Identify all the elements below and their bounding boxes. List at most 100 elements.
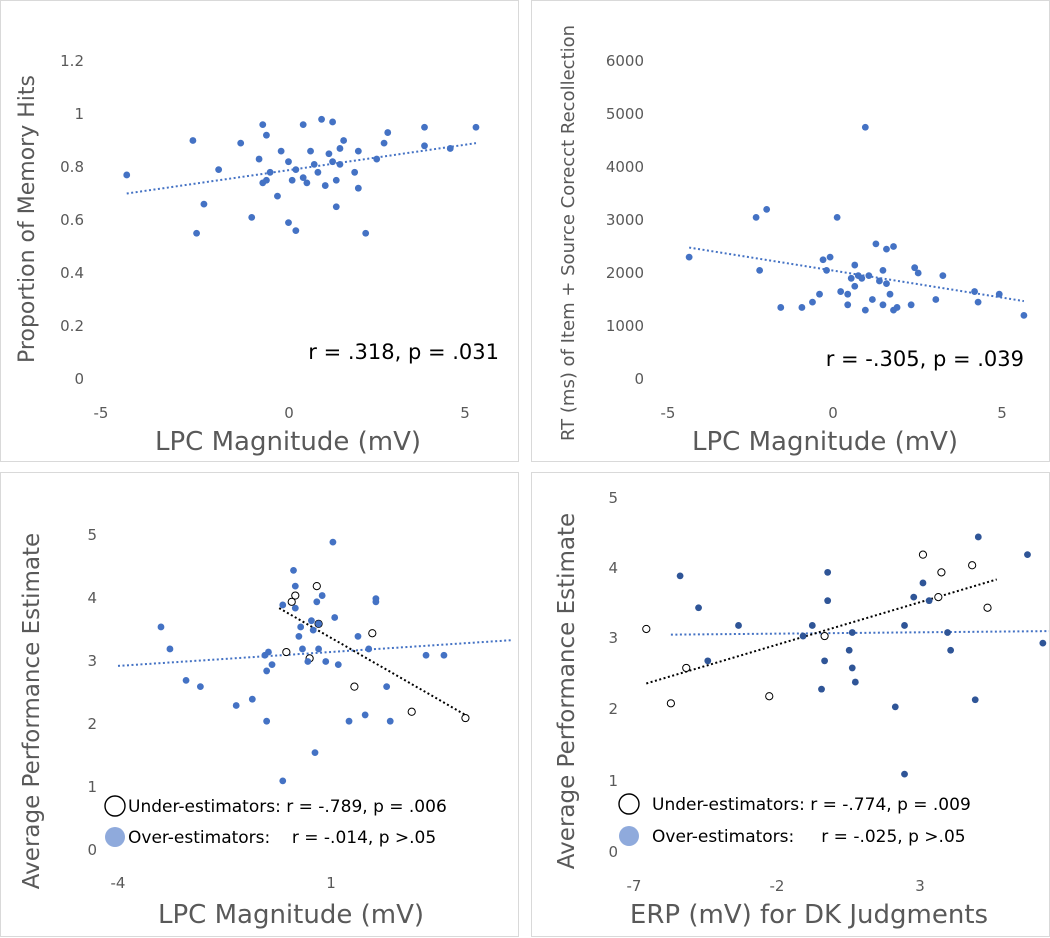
y-tick: 6000: [606, 52, 644, 70]
data-point-over-estimator: [386, 717, 394, 725]
data-point: [851, 282, 859, 290]
data-point-over-estimator: [329, 538, 337, 546]
data-point-under-estimator: [642, 624, 651, 634]
data-point: [421, 123, 428, 131]
y-tick: 4: [87, 589, 97, 607]
x-axis-label: LPC Magnitude (mV): [158, 900, 424, 930]
data-point: [914, 269, 922, 277]
data-point: [833, 213, 841, 221]
chart-panel-rt: 0 1000 2000 3000 4000 5000 6000 -5 0 5 L…: [531, 0, 1050, 462]
y-tick: 0: [87, 841, 97, 859]
data-point: [123, 171, 131, 179]
data-point-over-estimator: [166, 645, 174, 653]
chart-performance-erp: 0 1 2 3 4 5 -7 -2 3 ERP (mV) for DK Judg…: [554, 489, 1050, 930]
data-point: [237, 139, 245, 147]
data-point-over-estimator: [315, 620, 322, 628]
data-point-under-estimator: [918, 550, 928, 559]
y-tick: 0: [634, 370, 644, 388]
data-point-over-estimator: [309, 626, 317, 634]
data-point-under-estimator: [968, 561, 977, 570]
data-point-over-estimator: [313, 598, 321, 606]
legend-under-estimators: Under-estimators: r = -.774, p = .009: [652, 795, 971, 815]
data-point: [189, 137, 197, 144]
data-point: [373, 155, 381, 163]
data-point: [777, 304, 785, 311]
x-tick: -7: [627, 877, 642, 895]
data-point: [255, 155, 263, 163]
data-point: [303, 179, 311, 187]
data-point: [1020, 312, 1028, 319]
y-tick: 4000: [606, 158, 644, 176]
data-point: [837, 288, 845, 295]
y-tick: 1.2: [60, 52, 84, 70]
data-point: [193, 229, 200, 237]
data-point: [911, 264, 919, 272]
data-point: [872, 240, 880, 248]
data-point-over-estimator: [845, 646, 853, 654]
x-tick: -5: [94, 404, 109, 422]
data-point: [318, 115, 325, 123]
legend-open-marker: [104, 795, 126, 817]
data-point: [310, 160, 318, 168]
x-tick: -4: [111, 874, 126, 892]
data-point-over-estimator: [318, 592, 326, 599]
data-point-over-estimator: [361, 711, 369, 719]
data-point: [340, 137, 348, 144]
data-point: [939, 272, 947, 280]
data-point: [263, 176, 270, 184]
data-point-over-estimator: [295, 632, 303, 640]
data-point: [336, 160, 344, 168]
chart-panel-performance-lpc: 0 1 2 3 4 5 -4 1 LPC Magnitude (mV) Aver…: [0, 472, 519, 937]
data-point: [756, 266, 764, 274]
data-point: [886, 290, 894, 298]
trendline-over: [670, 630, 1050, 636]
data-point-over-estimator: [422, 651, 430, 659]
y-tick: 0: [608, 843, 618, 861]
y-tick: 5: [87, 526, 97, 544]
data-point-over-estimator: [848, 629, 856, 636]
chart-panel-memory-hits: 0 0.2 0.4 0.6 0.8 1 1.2 -5 0 5 LPC Magni…: [0, 0, 519, 462]
data-point-over-estimator: [851, 678, 859, 686]
data-point-over-estimator: [315, 645, 322, 653]
data-point: [332, 203, 340, 211]
y-tick: 1: [608, 772, 618, 790]
data-point: [332, 176, 340, 184]
data-point: [472, 123, 480, 131]
data-point: [685, 253, 693, 261]
legend-over-estimators: Over-estimators: r = -.014, p >.05: [128, 828, 436, 848]
chart-memory-hits: 0 0.2 0.4 0.6 0.8 1 1.2 -5 0 5 LPC Magni…: [15, 52, 499, 457]
data-point-over-estimator: [974, 533, 982, 541]
legend-filled-marker: [619, 826, 639, 846]
data-point: [932, 296, 940, 303]
y-axis-label: RT (ms) of Item + Source Corecct Recolle…: [558, 25, 579, 441]
data-point: [292, 166, 300, 174]
data-point-under-estimator: [350, 682, 359, 691]
data-point-over-estimator: [322, 658, 330, 665]
y-axis-label: Average Performance Estimate: [554, 513, 580, 869]
data-point-over-estimator: [695, 604, 702, 612]
data-point-over-estimator: [901, 770, 908, 778]
data-point: [879, 266, 887, 274]
x-tick: 5: [460, 404, 470, 422]
data-point: [248, 213, 256, 221]
y-tick: 2000: [606, 264, 644, 282]
data-point-over-estimator: [196, 683, 204, 691]
data-point: [215, 166, 223, 174]
data-point: [809, 298, 816, 306]
data-point: [285, 219, 292, 227]
y-tick: 3: [608, 629, 618, 647]
data-point: [861, 306, 869, 314]
data-point: [362, 229, 370, 237]
data-point: [200, 200, 208, 208]
data-point-under-estimator: [461, 713, 470, 723]
y-tick: 5: [608, 489, 618, 507]
data-point: [321, 182, 329, 189]
data-point: [883, 280, 890, 287]
data-point: [299, 121, 307, 128]
data-point: [329, 118, 336, 126]
data-point: [325, 150, 333, 158]
data-point: [263, 131, 270, 139]
data-point-over-estimator: [901, 622, 908, 629]
data-point-under-estimator: [934, 593, 943, 602]
data-point-under-estimator: [312, 582, 321, 591]
